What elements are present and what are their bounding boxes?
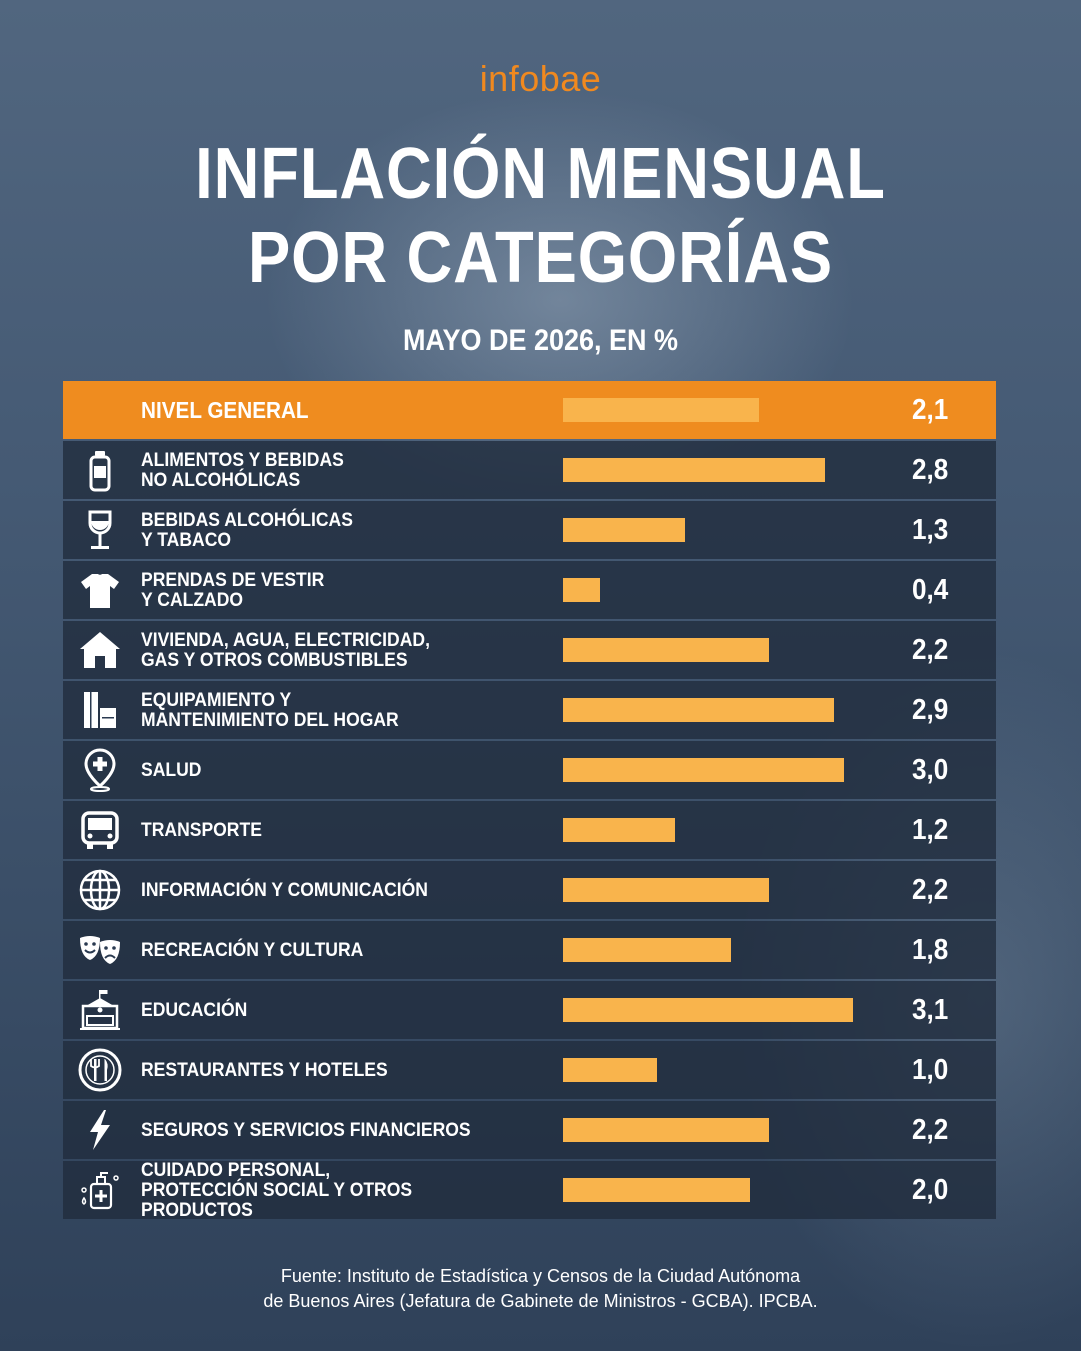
category-row-informacion-y-comunicacion: INFORMACIÓN Y COMUNICACIÓN 2,2	[63, 861, 996, 919]
category-label: NIVEL GENERAL	[141, 381, 519, 439]
category-row-prendas-de-vestir-y-calzado: PRENDAS DE VESTIR Y CALZADO 0,4	[63, 561, 996, 619]
category-label-line: Y TABACO	[141, 529, 232, 551]
category-label-line: ALIMENTOS Y BEBIDAS	[141, 449, 344, 471]
category-row-educacion: EDUCACIÓN 3,1	[63, 981, 996, 1039]
source-line-2: de Buenos Aires (Jefatura de Gabinete de…	[263, 1291, 818, 1311]
category-label-line: BEBIDAS ALCOHÓLICAS	[141, 509, 353, 531]
category-label-line: SALUD	[141, 759, 202, 781]
value-label-alimentos-y-bebidas-no-alcoholicas: 2,8	[911, 454, 948, 486]
category-label-line: NO ALCOHÓLICAS	[141, 469, 301, 491]
source-note: Fuente: Instituto de Estadística y Censo…	[0, 1264, 1081, 1314]
category-bar-chart: NIVEL GENERAL 2,1 ALIMENTOS Y BEBIDAS NO AL…	[63, 381, 996, 1221]
bar-restaurantes-y-hoteles	[563, 1058, 657, 1082]
source-line-1: Fuente: Instituto de Estadística y Censo…	[280, 1266, 801, 1286]
value-label-seguros-y-servicios-financieros: 2,2	[911, 1114, 948, 1146]
category-label-line: NIVEL GENERAL	[141, 397, 309, 423]
category-row-seguros-y-servicios-financieros: SEGUROS Y SERVICIOS FINANCIEROS 2,2	[63, 1101, 996, 1159]
value-label-informacion-y-comunicacion: 2,2	[911, 874, 948, 906]
chart-title-line-1: INFLACIÓN MENSUAL	[195, 134, 886, 214]
category-label: EDUCACIÓN	[141, 981, 519, 1039]
value-label-recreacion-y-cultura: 1,8	[911, 934, 948, 966]
bar-informacion-y-comunicacion	[563, 878, 769, 902]
bar-seguros-y-servicios-financieros	[563, 1118, 769, 1142]
globe-icon	[75, 868, 125, 912]
value-label-equipamiento-y-mantenimiento-del-hogar: 2,9	[911, 694, 948, 726]
bar-equipamiento-y-mantenimiento-del-hogar	[563, 698, 834, 722]
bar-educacion	[563, 998, 853, 1022]
category-row-recreacion-y-cultura: RECREACIÓN Y CULTURA 1,8	[63, 921, 996, 979]
category-row-alimentos-y-bebidas-no-alcoholicas: ALIMENTOS Y BEBIDAS NO ALCOHÓLICAS 2,8	[63, 441, 996, 499]
category-label-line: MANTENIMIENTO DEL HOGAR	[141, 709, 399, 731]
category-label: SALUD	[141, 741, 519, 799]
bar-vivienda-agua-electricidad-gas-y-otros-combustibles	[563, 638, 769, 662]
bottle-icon	[75, 448, 125, 492]
bus-icon	[75, 808, 125, 852]
category-row-cuidado-personal-proteccion-social-y-otros-productos: CUIDADO PERSONAL, PROTECCIÓN SOCIAL Y OTR…	[63, 1159, 996, 1221]
value-label-nivel-general: 2,1	[911, 394, 948, 426]
house-icon	[75, 628, 125, 672]
bar-alimentos-y-bebidas-no-alcoholicas	[563, 458, 825, 482]
category-label: TRANSPORTE	[141, 801, 519, 859]
category-label-line: SEGUROS Y SERVICIOS FINANCIEROS	[141, 1119, 471, 1141]
value-label-educacion: 3,1	[911, 994, 948, 1026]
bar-recreacion-y-cultura	[563, 938, 731, 962]
category-label: SEGUROS Y SERVICIOS FINANCIEROS	[141, 1101, 519, 1159]
bar-transporte	[563, 818, 675, 842]
value-label-vivienda-agua-electricidad-gas-y-otros-combustibles: 2,2	[911, 634, 948, 666]
theater-masks-icon	[75, 928, 125, 972]
category-label-line: Y CALZADO	[141, 589, 244, 611]
health-pin-icon	[75, 748, 125, 792]
tshirt-icon	[75, 568, 125, 612]
category-label-line: PROTECCIÓN SOCIAL Y OTROS PRODUCTOS	[141, 1179, 413, 1221]
value-label-restaurantes-y-hoteles: 1,0	[911, 1054, 948, 1086]
category-label: VIVIENDA, AGUA, ELECTRICIDAD, GAS Y OTROS…	[141, 621, 519, 679]
category-label-line: INFORMACIÓN Y COMUNICACIÓN	[141, 879, 428, 901]
category-label-line: PRENDAS DE VESTIR	[141, 569, 325, 591]
bar-salud	[563, 758, 844, 782]
value-label-prendas-de-vestir-y-calzado: 0,4	[911, 574, 948, 606]
school-icon	[75, 988, 125, 1032]
lightning-icon	[75, 1108, 125, 1152]
bar-nivel-general	[563, 398, 759, 422]
category-row-vivienda-agua-electricidad-gas-y-otros-combustibles: VIVIENDA, AGUA, ELECTRICIDAD, GAS Y OTROS…	[63, 621, 996, 679]
chart-title: INFLACIÓN MENSUAL POR CATEGORÍAS	[65, 132, 1016, 300]
category-label: ALIMENTOS Y BEBIDAS NO ALCOHÓLICAS	[141, 441, 519, 499]
category-row-salud: SALUD 3,0	[63, 741, 996, 799]
value-label-salud: 3,0	[911, 754, 948, 786]
category-row-nivel-general: NIVEL GENERAL 2,1	[63, 381, 996, 439]
category-label: RECREACIÓN Y CULTURA	[141, 921, 519, 979]
category-label: CUIDADO PERSONAL, PROTECCIÓN SOCIAL Y OTR…	[141, 1159, 519, 1221]
wine-glass-icon	[75, 508, 125, 552]
value-label-transporte: 1,2	[911, 814, 948, 846]
category-label-line: GAS Y OTROS COMBUSTIBLES	[141, 649, 408, 671]
category-label: EQUIPAMIENTO Y MANTENIMIENTO DEL HOGAR	[141, 681, 519, 739]
category-label-line: RECREACIÓN Y CULTURA	[141, 939, 364, 961]
chart-title-line-2: POR CATEGORÍAS	[248, 218, 833, 298]
category-label-line: EDUCACIÓN	[141, 999, 248, 1021]
category-label-line: CUIDADO PERSONAL,	[141, 1159, 331, 1181]
furniture-icon	[75, 688, 125, 732]
category-label-line: RESTAURANTES Y HOTELES	[141, 1059, 388, 1081]
category-label: PRENDAS DE VESTIR Y CALZADO	[141, 561, 519, 619]
category-label: BEBIDAS ALCOHÓLICAS Y TABACO	[141, 501, 519, 559]
bar-bebidas-alcoholicas-y-tabaco	[563, 518, 685, 542]
category-row-transporte: TRANSPORTE 1,2	[63, 801, 996, 859]
bar-prendas-de-vestir-y-calzado	[563, 578, 600, 602]
chart-subtitle: MAYO DE 2026, EN %	[402, 324, 679, 357]
value-label-cuidado-personal-proteccion-social-y-otros-productos: 2,0	[911, 1174, 948, 1206]
category-label: INFORMACIÓN Y COMUNICACIÓN	[141, 861, 519, 919]
category-label-line: EQUIPAMIENTO Y	[141, 689, 292, 711]
category-label-line: VIVIENDA, AGUA, ELECTRICIDAD,	[141, 629, 430, 651]
category-row-equipamiento-y-mantenimiento-del-hogar: EQUIPAMIENTO Y MANTENIMIENTO DEL HOGAR 2,9	[63, 681, 996, 739]
infobae-logo: infobae	[479, 58, 602, 99]
value-label-bebidas-alcoholicas-y-tabaco: 1,3	[911, 514, 948, 546]
category-label: RESTAURANTES Y HOTELES	[141, 1041, 519, 1099]
category-label-line: TRANSPORTE	[141, 819, 262, 841]
plate-cutlery-icon	[75, 1048, 125, 1092]
category-row-restaurantes-y-hoteles: RESTAURANTES Y HOTELES 1,0	[63, 1041, 996, 1099]
personal-care-icon	[75, 1168, 125, 1212]
category-row-bebidas-alcoholicas-y-tabaco: BEBIDAS ALCOHÓLICAS Y TABACO 1,3	[63, 501, 996, 559]
bar-cuidado-personal-proteccion-social-y-otros-productos	[563, 1178, 750, 1202]
